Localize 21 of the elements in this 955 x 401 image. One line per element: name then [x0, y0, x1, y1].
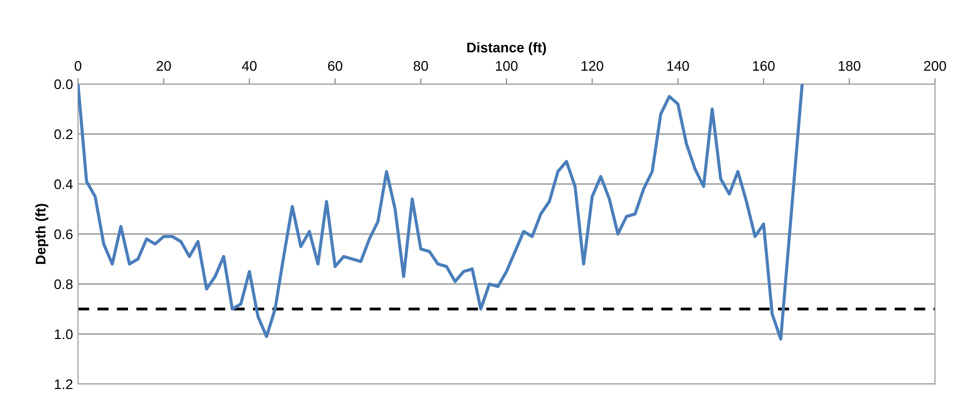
x-tick-label: 120 — [582, 61, 604, 71]
x-tick-label: 180 — [838, 61, 860, 71]
x-axis-title: Distance (ft) — [467, 42, 546, 56]
y-tick-label: 1.0 — [54, 329, 73, 340]
y-tick-label: 0.2 — [54, 129, 72, 140]
x-tick-label: 160 — [753, 61, 775, 71]
x-tick-label: 60 — [328, 61, 342, 71]
x-tick-label: 100 — [496, 61, 518, 71]
x-tick-label: 140 — [667, 61, 689, 71]
y-tick-label: 0.0 — [54, 79, 73, 90]
line-series — [78, 84, 804, 341]
y-tick-label: 1.2 — [54, 379, 72, 390]
y-tick-label: 0.4 — [54, 179, 73, 190]
y-tick-label: 0.6 — [54, 229, 73, 240]
y-tick-label: 0.8 — [54, 279, 73, 290]
x-tick-label: 40 — [242, 61, 257, 71]
x-tick-label: 20 — [156, 61, 171, 71]
x-tick-label: 80 — [414, 61, 428, 71]
y-axis-title: Depth (ft) — [35, 204, 48, 264]
x-tick-label: 200 — [924, 61, 946, 71]
x-tick-label: 0 — [74, 61, 82, 71]
